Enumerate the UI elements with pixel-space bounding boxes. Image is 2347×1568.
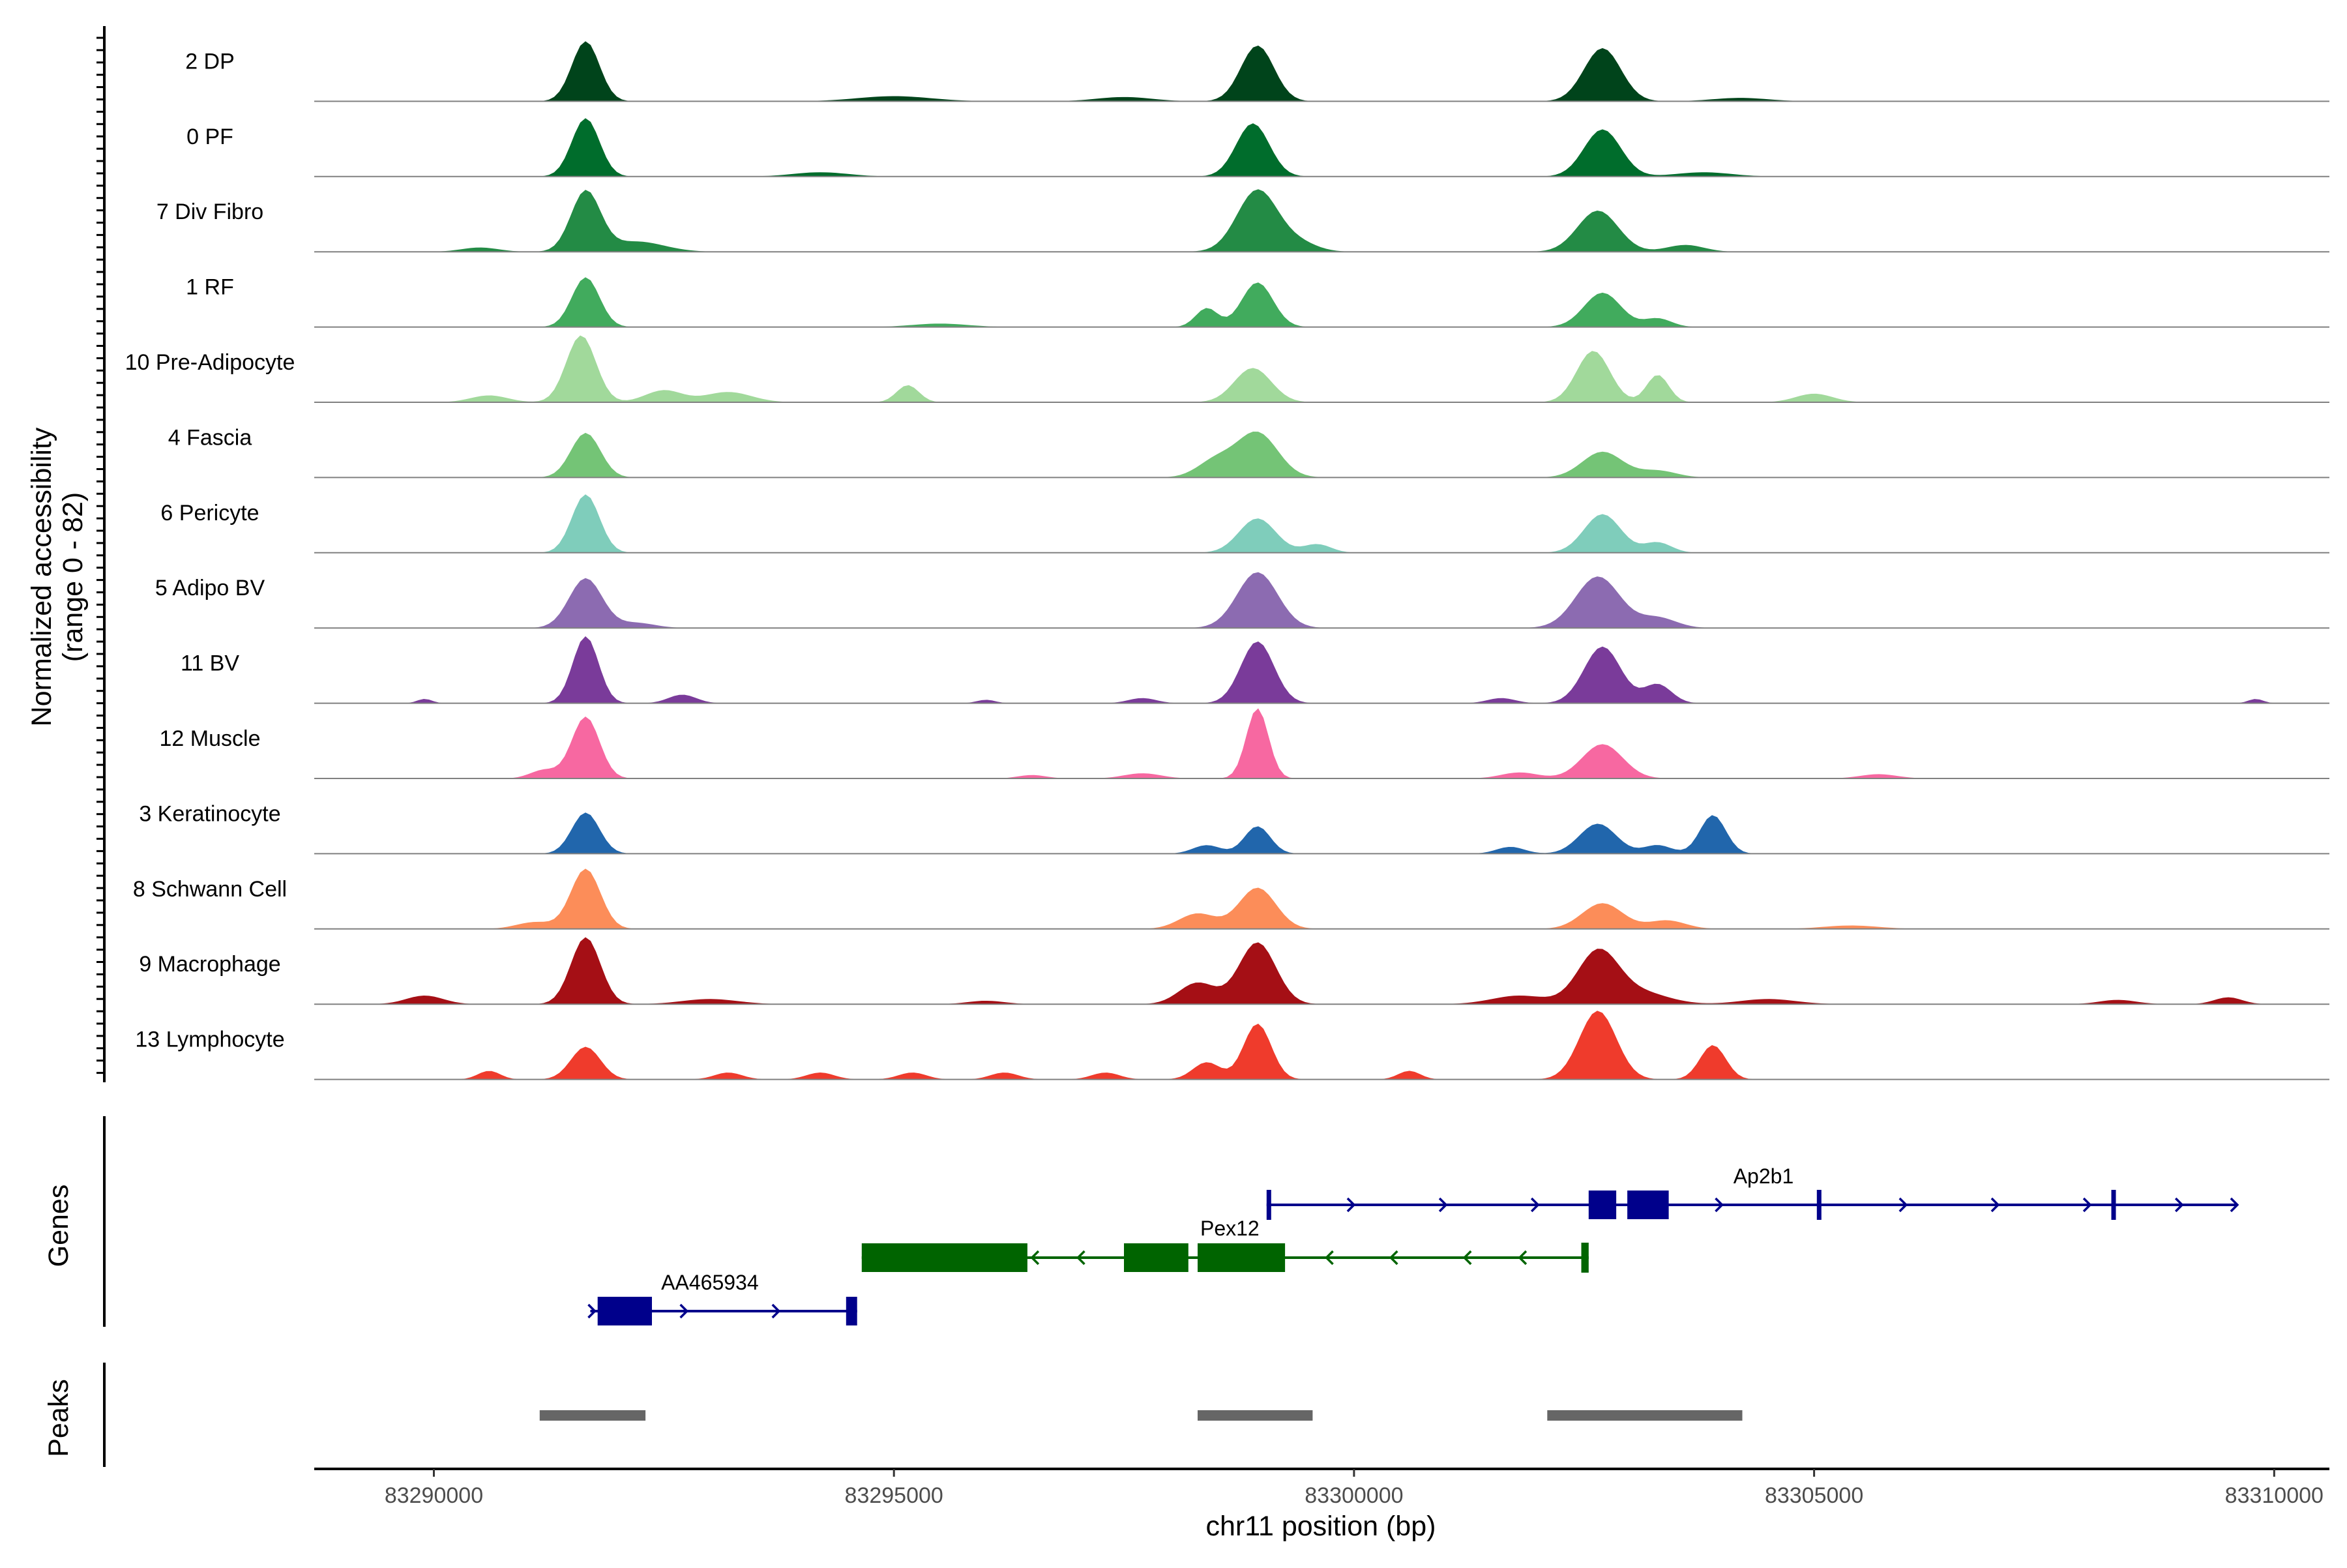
track-0: 2 DP <box>185 41 2329 102</box>
gene-exon <box>1266 1190 1271 1220</box>
y-axis <box>96 26 106 1467</box>
strand-arrow <box>1530 1197 1540 1213</box>
track-label: 10 Pre-Adipocyte <box>125 350 295 375</box>
gene-exon <box>1198 1243 1286 1272</box>
gene-ap2b1: Ap2b1 <box>1266 1164 2239 1220</box>
gene-exon <box>846 1297 857 1325</box>
track-label: 3 Keratinocyte <box>139 801 280 826</box>
track-label: 8 Schwann Cell <box>133 877 287 902</box>
strand-arrow <box>1346 1197 1356 1213</box>
strand-arrow <box>1438 1197 1448 1213</box>
strand-arrow <box>1518 1250 1528 1265</box>
peak-region <box>1547 1410 1743 1421</box>
peak-region <box>1198 1410 1313 1421</box>
track-4: 10 Pre-Adipocyte <box>125 335 2329 403</box>
gene-pex12: Pex12 <box>861 1217 1589 1273</box>
gene-label: Ap2b1 <box>1734 1164 1794 1188</box>
track-label: 0 PF <box>186 125 233 149</box>
track-8: 11 BV <box>181 636 2329 704</box>
track-1: 0 PF <box>186 118 2329 177</box>
strand-arrow <box>1389 1250 1398 1265</box>
gene-exon <box>1588 1191 1617 1219</box>
gene-exon <box>861 1243 1027 1272</box>
track-label: 5 Adipo BV <box>155 576 265 600</box>
track-label: 4 Fascia <box>168 425 252 450</box>
track-7: 5 Adipo BV <box>155 572 2329 629</box>
track-label: 9 Macrophage <box>139 952 280 977</box>
track-label: 2 DP <box>185 49 235 74</box>
track-12: 9 Macrophage <box>139 937 2329 1005</box>
gene-track: Ap2b1 Pex12 AA465934 <box>587 1164 2239 1325</box>
track-6: 6 Pericyte <box>160 494 2329 554</box>
strand-arrow <box>2082 1197 2092 1213</box>
gene-exon <box>2111 1190 2116 1220</box>
gene-label: AA465934 <box>661 1271 758 1294</box>
x-axis: 83290000 83295000 83300000 83305000 83310000 <box>314 1468 2329 1508</box>
peak-track <box>539 1410 1743 1421</box>
track-13: 13 Lymphocyte <box>135 1011 2329 1080</box>
gene-exon <box>1627 1191 1669 1219</box>
strand-arrow <box>1990 1197 2000 1213</box>
track-label: 11 BV <box>181 651 239 676</box>
strand-arrow <box>1030 1250 1040 1265</box>
track-5: 4 Fascia <box>168 425 2329 479</box>
x-tick-label: 83305000 <box>1765 1483 1863 1508</box>
x-tick-label: 83290000 <box>385 1483 483 1508</box>
strand-arrow <box>1715 1197 1724 1213</box>
track-label: 12 Muscle <box>160 726 261 751</box>
track-9: 12 Muscle <box>160 708 2329 779</box>
strand-arrow <box>1898 1197 1908 1213</box>
track-11: 8 Schwann Cell <box>133 868 2329 930</box>
x-tick-label: 83295000 <box>845 1483 943 1508</box>
strand-arrow <box>1325 1250 1334 1265</box>
gene-label: Pex12 <box>1200 1217 1260 1240</box>
gene-aa465934: AA465934 <box>587 1271 857 1325</box>
x-tick-label: 83310000 <box>2225 1483 2324 1508</box>
strand-arrow <box>587 1303 597 1319</box>
y-axis-title-line-1: Normalized accessibility <box>26 427 57 726</box>
strand-arrow <box>1462 1250 1472 1265</box>
strand-arrow <box>679 1303 689 1319</box>
track-label: 6 Pericyte <box>160 501 259 525</box>
x-tick-label: 83300000 <box>1305 1483 1403 1508</box>
y-axis-title: Normalized accessibility (range 0 - 82) <box>26 427 89 726</box>
gene-exon <box>1124 1243 1188 1272</box>
track-2: 7 Div Fibro <box>156 189 2329 253</box>
coverage-tracks: 2 DP 0 PF 7 Div Fibro 1 RF 10 Pre-Adipocyte 4… <box>125 41 2329 1080</box>
gene-exon <box>1581 1243 1589 1273</box>
strand-arrow <box>2230 1197 2239 1213</box>
strand-arrow <box>2174 1197 2184 1213</box>
track-label: 7 Div Fibro <box>156 200 263 224</box>
track-10: 3 Keratinocyte <box>139 801 2329 855</box>
track-3: 1 RF <box>186 275 2329 328</box>
y-axis-title-line-2: (range 0 - 82) <box>57 492 89 662</box>
strand-arrow <box>1076 1250 1085 1265</box>
strand-arrow <box>771 1303 781 1319</box>
gene-exon <box>1816 1190 1822 1220</box>
track-label: 13 Lymphocyte <box>135 1028 284 1052</box>
gene-exon <box>597 1297 652 1325</box>
genes-panel-title: Genes <box>43 1185 74 1267</box>
peaks-panel-title: Peaks <box>43 1379 74 1457</box>
track-label: 1 RF <box>186 275 234 300</box>
peak-region <box>539 1410 646 1421</box>
x-axis-title: chr11 position (bp) <box>1206 1511 1436 1542</box>
